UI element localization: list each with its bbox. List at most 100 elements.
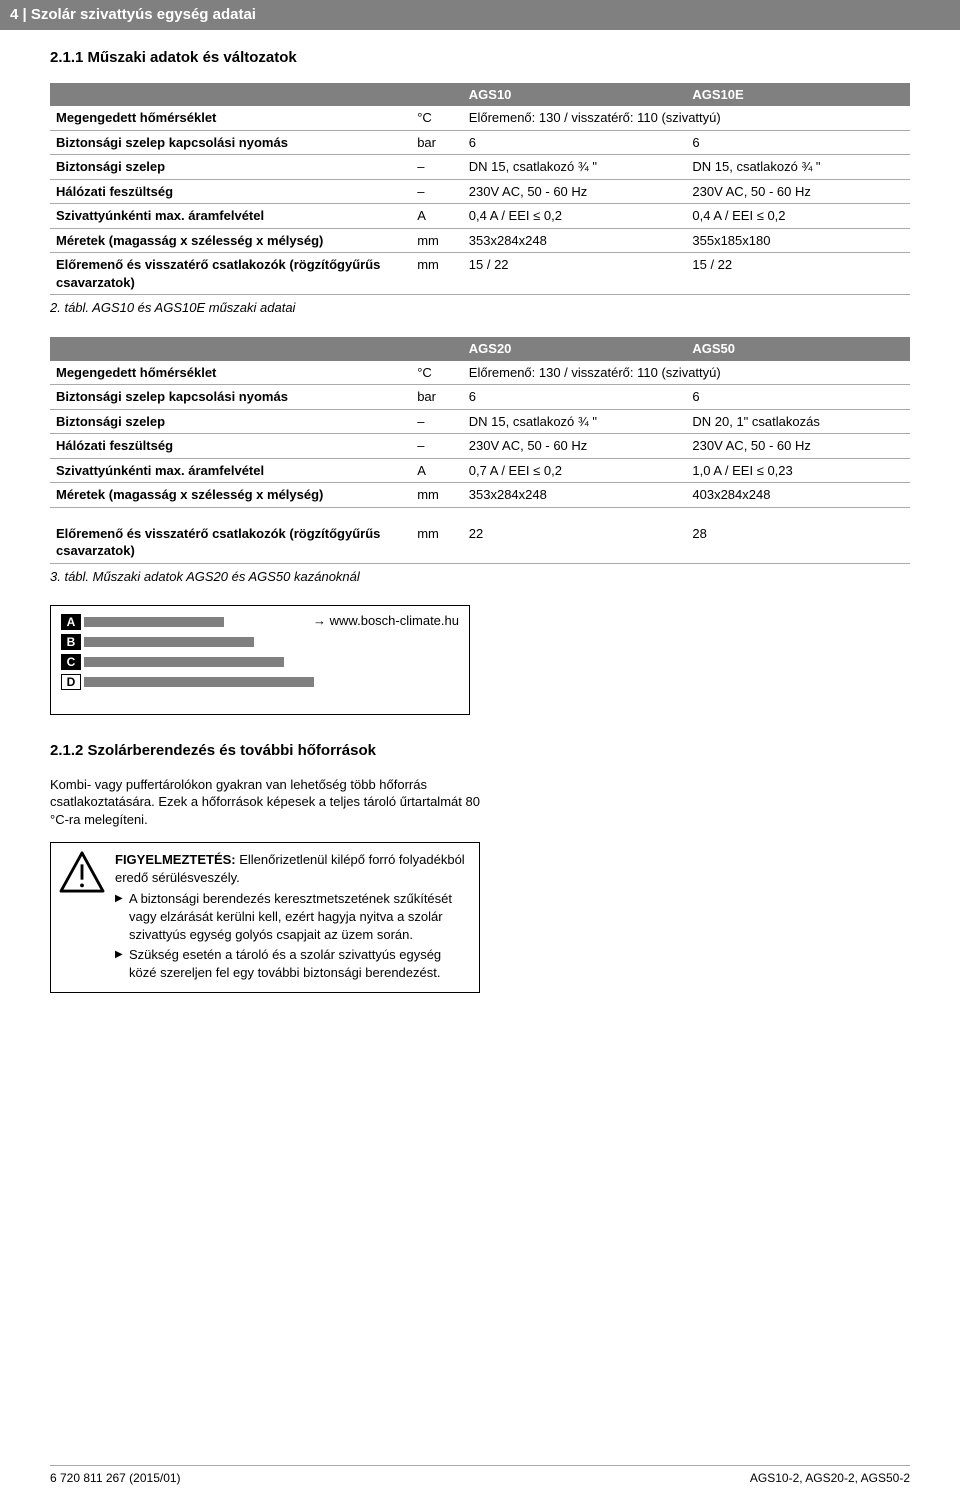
energy-letter-b: B (61, 634, 81, 650)
spec-unit: bar (411, 130, 463, 155)
spec-value: 403x284x248 (686, 483, 910, 508)
warning-box: FIGYELMEZTETÉS: Ellenőrizetlenül kilépő … (50, 842, 480, 993)
spec-value: 22 (463, 522, 687, 564)
table-header-cell (411, 337, 463, 361)
spec-value: 355x185x180 (686, 228, 910, 253)
spec-unit: mm (411, 522, 463, 564)
table-header-cell (411, 83, 463, 107)
spec-value: 1,0 A / EEI ≤ 0,23 (686, 458, 910, 483)
table-row: Hálózati feszültség – 230V AC, 50 - 60 H… (50, 179, 910, 204)
spec-value: DN 20, 1" csatlakozás (686, 409, 910, 434)
spec-value: 6 (463, 130, 687, 155)
spec-value: 230V AC, 50 - 60 Hz (686, 434, 910, 459)
table-row: Megengedett hőmérséklet °C Előremenő: 13… (50, 106, 910, 130)
page-footer: 6 720 811 267 (2015/01) AGS10-2, AGS20-2… (50, 1465, 910, 1486)
table-row: Méretek (magasság x szélesség x mélység)… (50, 228, 910, 253)
spec-value: 15 / 22 (686, 253, 910, 295)
warning-headline: FIGYELMEZTETÉS: Ellenőrizetlenül kilépő … (115, 851, 471, 886)
spec-label: Megengedett hőmérséklet (50, 361, 411, 385)
table-row: Előremenő és visszatérő csatlakozók (rög… (50, 522, 910, 564)
spec-label: Szivattyúnkénti max. áramfelvétel (50, 204, 411, 229)
warning-label: FIGYELMEZTETÉS: (115, 852, 236, 867)
page-content: 2.1.1 Műszaki adatok és változatok AGS10… (0, 48, 960, 993)
table-header-cell (50, 83, 411, 107)
table-header-cell: AGS50 (686, 337, 910, 361)
spec-label: Méretek (magasság x szélesség x mélység) (50, 228, 411, 253)
spec-label: Előremenő és visszatérő csatlakozók (rög… (50, 522, 411, 564)
energy-row-c: C (61, 654, 459, 670)
warning-item: A biztonsági berendezés keresztmetszetén… (115, 890, 471, 943)
spec-table-1: AGS10 AGS10E Megengedett hőmérséklet °C … (50, 83, 910, 296)
energy-bar-a (84, 617, 224, 627)
spec-value: 0,4 A / EEI ≤ 0,2 (463, 204, 687, 229)
spec-unit: °C (411, 361, 463, 385)
table-2-caption: 3. tábl. Műszaki adatok AGS20 és AGS50 k… (50, 568, 910, 586)
footer-right: AGS10-2, AGS20-2, AGS50-2 (750, 1470, 910, 1486)
section-2-paragraph: Kombi- vagy puffertárolókon gyakran van … (50, 776, 480, 829)
spec-value: 0,4 A / EEI ≤ 0,2 (686, 204, 910, 229)
spec-label: Megengedett hőmérséklet (50, 106, 411, 130)
table-row: Megengedett hőmérséklet °C Előremenő: 13… (50, 361, 910, 385)
table-row: Előremenő és visszatérő csatlakozók (rög… (50, 253, 910, 295)
table-header-cell (50, 337, 411, 361)
spec-unit: – (411, 179, 463, 204)
table-header-row: AGS20 AGS50 (50, 337, 910, 361)
energy-letter-a: A (61, 614, 81, 630)
spec-label: Biztonsági szelep (50, 155, 411, 180)
spec-unit: mm (411, 228, 463, 253)
energy-link-text: → www.bosch-climate.hu (313, 612, 459, 630)
spec-value: 6 (686, 385, 910, 410)
spec-value: 230V AC, 50 - 60 Hz (463, 434, 687, 459)
spec-value: 15 / 22 (463, 253, 687, 295)
energy-letter-d: D (61, 674, 81, 690)
energy-row-b: B (61, 634, 459, 650)
warning-triangle-icon (59, 851, 105, 897)
spec-unit: – (411, 409, 463, 434)
table-row: Méretek (magasság x szélesség x mélység)… (50, 483, 910, 508)
spec-value: 353x284x248 (463, 483, 687, 508)
table-header-cell: AGS10E (686, 83, 910, 107)
table-header-cell: AGS20 (463, 337, 687, 361)
spec-label: Biztonsági szelep kapcsolási nyomás (50, 130, 411, 155)
spec-label: Biztonsági szelep (50, 409, 411, 434)
footer-left: 6 720 811 267 (2015/01) (50, 1470, 181, 1486)
section-1-title: 2.1.1 Műszaki adatok és változatok (50, 48, 910, 68)
spec-table-2b: Előremenő és visszatérő csatlakozók (rög… (50, 522, 910, 564)
spec-value: DN 15, csatlakozó ¾ " (463, 155, 687, 180)
energy-row-d: D (61, 674, 459, 690)
table-row: Szivattyúnkénti max. áramfelvétel A 0,4 … (50, 204, 910, 229)
warning-item: Szükség esetén a tároló és a szolár sziv… (115, 946, 471, 981)
spec-value: 353x284x248 (463, 228, 687, 253)
spec-label: Hálózati feszültség (50, 434, 411, 459)
table-row: Biztonsági szelep – DN 15, csatlakozó ¾ … (50, 155, 910, 180)
spec-value: 6 (463, 385, 687, 410)
warning-text: FIGYELMEZTETÉS: Ellenőrizetlenül kilépő … (115, 851, 471, 984)
table-row: Biztonsági szelep kapcsolási nyomás bar … (50, 385, 910, 410)
spec-label: Biztonsági szelep kapcsolási nyomás (50, 385, 411, 410)
page-header: 4 | Szolár szivattyús egység adatai (0, 0, 960, 30)
table-header-row: AGS10 AGS10E (50, 83, 910, 107)
table-row: Szivattyúnkénti max. áramfelvétel A 0,7 … (50, 458, 910, 483)
spec-value: 0,7 A / EEI ≤ 0,2 (463, 458, 687, 483)
spec-value: 230V AC, 50 - 60 Hz (463, 179, 687, 204)
spec-value: 6 (686, 130, 910, 155)
spec-table-2: AGS20 AGS50 Megengedett hőmérséklet °C E… (50, 337, 910, 508)
spec-value: DN 15, csatlakozó ¾ " (463, 409, 687, 434)
table-row: Biztonsági szelep kapcsolási nyomás bar … (50, 130, 910, 155)
spec-label: Hálózati feszültség (50, 179, 411, 204)
table-row: Biztonsági szelep – DN 15, csatlakozó ¾ … (50, 409, 910, 434)
energy-label-box: → www.bosch-climate.hu A B C D (50, 605, 470, 715)
spec-unit: A (411, 458, 463, 483)
spec-unit: bar (411, 385, 463, 410)
spec-unit: mm (411, 483, 463, 508)
spec-unit: – (411, 155, 463, 180)
spec-value: Előremenő: 130 / visszatérő: 110 (szivat… (463, 361, 910, 385)
spec-label: Előremenő és visszatérő csatlakozók (rög… (50, 253, 411, 295)
energy-bar-b (84, 637, 254, 647)
spec-value: Előremenő: 130 / visszatérő: 110 (szivat… (463, 106, 910, 130)
spec-unit: A (411, 204, 463, 229)
energy-bar-c (84, 657, 284, 667)
warning-list: A biztonsági berendezés keresztmetszetén… (115, 890, 471, 981)
table-row: Hálózati feszültség – 230V AC, 50 - 60 H… (50, 434, 910, 459)
spec-label: Méretek (magasság x szélesség x mélység) (50, 483, 411, 508)
